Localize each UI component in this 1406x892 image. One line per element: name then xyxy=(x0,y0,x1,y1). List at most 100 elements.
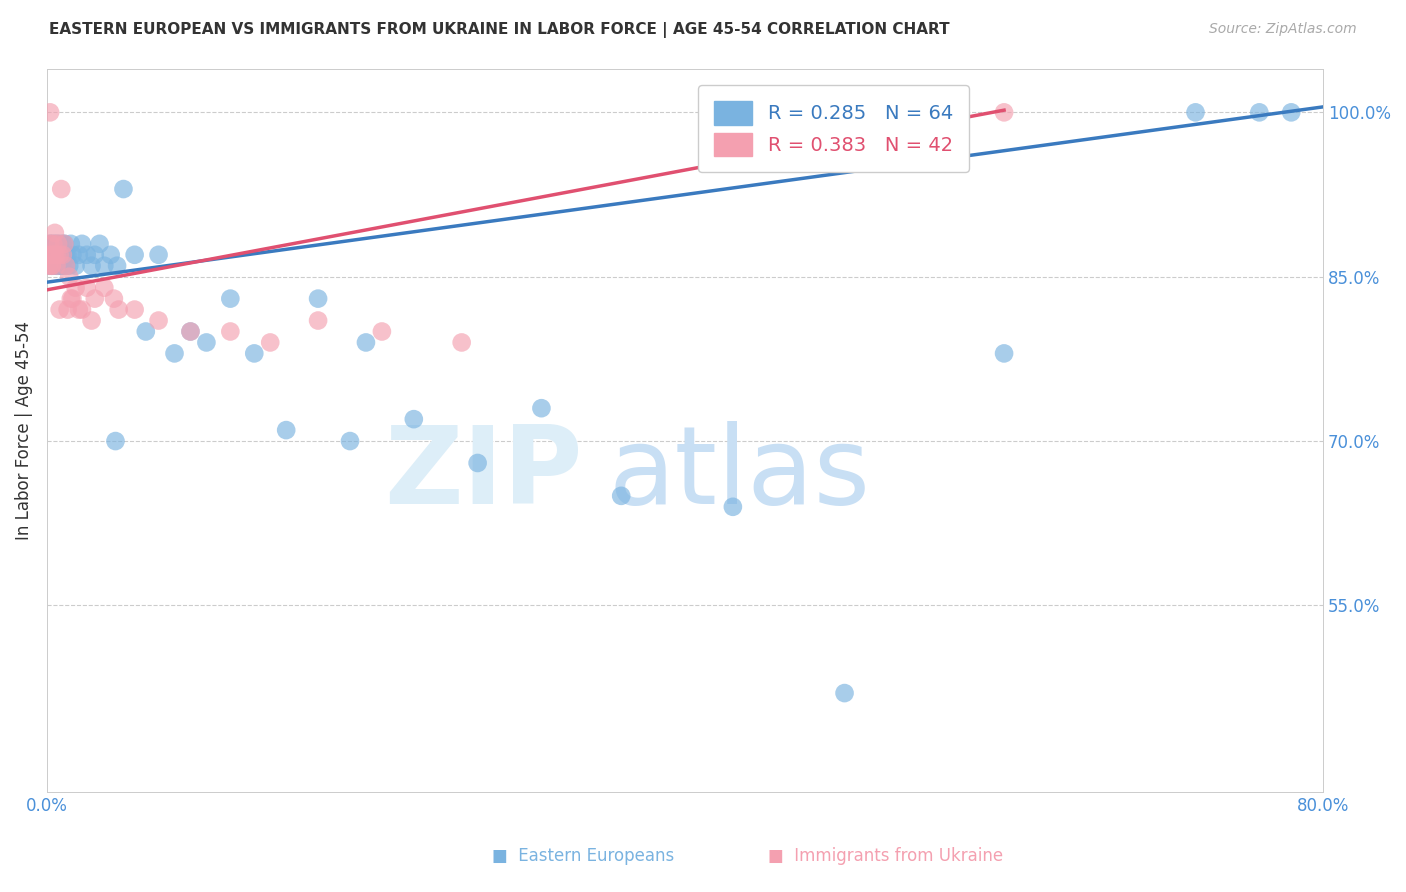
Text: Source: ZipAtlas.com: Source: ZipAtlas.com xyxy=(1209,22,1357,37)
Point xyxy=(52,248,75,262)
Point xyxy=(124,302,146,317)
Point xyxy=(93,259,115,273)
Point xyxy=(52,248,75,262)
Point xyxy=(62,248,84,262)
Point xyxy=(89,236,111,251)
Point xyxy=(100,248,122,262)
Point xyxy=(39,236,62,251)
Point xyxy=(467,456,489,470)
Point xyxy=(44,236,66,251)
Point xyxy=(76,248,98,262)
Point xyxy=(55,259,77,273)
Point xyxy=(41,259,63,273)
Point xyxy=(219,292,242,306)
Point xyxy=(67,302,90,317)
Point xyxy=(219,325,242,339)
Point xyxy=(83,248,105,262)
Point xyxy=(59,236,82,251)
Point xyxy=(41,248,63,262)
Point xyxy=(354,335,377,350)
Point xyxy=(44,226,66,240)
Point xyxy=(993,346,1015,360)
Point xyxy=(307,313,329,327)
Point xyxy=(48,248,70,262)
Point xyxy=(48,302,70,317)
Point xyxy=(80,259,103,273)
Point xyxy=(1279,105,1302,120)
Point xyxy=(124,248,146,262)
Point xyxy=(45,236,67,251)
Point xyxy=(48,248,70,262)
Point xyxy=(834,686,856,700)
Point xyxy=(42,259,65,273)
Point xyxy=(45,248,67,262)
Point xyxy=(112,182,135,196)
Point xyxy=(45,248,67,262)
Text: ■  Eastern Europeans: ■ Eastern Europeans xyxy=(492,847,675,865)
Point xyxy=(721,500,744,514)
Point xyxy=(339,434,361,448)
Point xyxy=(56,302,79,317)
Point xyxy=(52,236,75,251)
Point xyxy=(243,346,266,360)
Point xyxy=(52,259,75,273)
Point xyxy=(259,335,281,350)
Point xyxy=(402,412,425,426)
Point xyxy=(107,302,129,317)
Point xyxy=(46,248,69,262)
Point xyxy=(39,236,62,251)
Point xyxy=(42,248,65,262)
Point xyxy=(371,325,394,339)
Point xyxy=(45,259,67,273)
Point xyxy=(51,259,73,273)
Point xyxy=(83,292,105,306)
Point xyxy=(65,280,87,294)
Point xyxy=(55,259,77,273)
Point xyxy=(56,248,79,262)
Point xyxy=(51,182,73,196)
Point xyxy=(148,248,170,262)
Point xyxy=(42,236,65,251)
Point xyxy=(450,335,472,350)
Text: atlas: atlas xyxy=(609,420,870,526)
Point xyxy=(37,248,59,262)
Point xyxy=(58,259,80,273)
Point xyxy=(80,313,103,327)
Point xyxy=(135,325,157,339)
Point xyxy=(148,313,170,327)
Point xyxy=(1184,105,1206,120)
Point xyxy=(44,248,66,262)
Point xyxy=(1249,105,1271,120)
Point xyxy=(58,269,80,284)
Point xyxy=(53,236,76,251)
Point xyxy=(62,292,84,306)
Point xyxy=(105,259,128,273)
Point xyxy=(37,259,59,273)
Point xyxy=(179,325,201,339)
Point xyxy=(610,489,633,503)
Point xyxy=(41,259,63,273)
Point xyxy=(41,248,63,262)
Text: ZIP: ZIP xyxy=(384,420,583,526)
Point xyxy=(70,302,93,317)
Text: ■  Immigrants from Ukraine: ■ Immigrants from Ukraine xyxy=(768,847,1004,865)
Point xyxy=(93,280,115,294)
Point xyxy=(39,105,62,120)
Point xyxy=(53,248,76,262)
Point xyxy=(70,236,93,251)
Legend: R = 0.285   N = 64, R = 0.383   N = 42: R = 0.285 N = 64, R = 0.383 N = 42 xyxy=(697,86,969,172)
Point xyxy=(307,292,329,306)
Point xyxy=(39,259,62,273)
Point xyxy=(46,259,69,273)
Point xyxy=(163,346,186,360)
Point xyxy=(41,259,63,273)
Point xyxy=(76,280,98,294)
Point xyxy=(37,248,59,262)
Point xyxy=(67,248,90,262)
Point xyxy=(993,105,1015,120)
Point xyxy=(65,259,87,273)
Point xyxy=(104,434,127,448)
Point xyxy=(44,248,66,262)
Y-axis label: In Labor Force | Age 45-54: In Labor Force | Age 45-54 xyxy=(15,320,32,540)
Point xyxy=(51,248,73,262)
